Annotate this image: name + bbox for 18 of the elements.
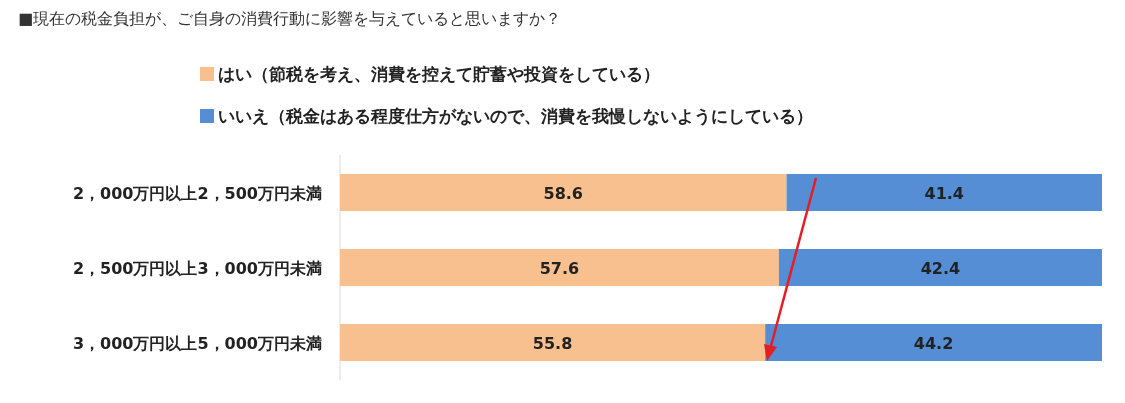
data-label: 58.6 <box>543 183 584 203</box>
data-label: 41.4 <box>924 183 965 203</box>
data-label: 57.6 <box>539 258 580 278</box>
bar <box>786 174 1102 211</box>
y-tick-label: 2，500万円以上3，000万円未満 <box>72 258 322 278</box>
legend-label: いいえ（税金はある程度仕方がないので、消費を我慢しないようにしている） <box>218 106 813 126</box>
bar <box>778 249 1102 286</box>
bar <box>340 249 779 286</box>
bar <box>340 324 766 361</box>
y-tick-label: 2，000万円以上2，500万円未満 <box>72 183 322 203</box>
bar <box>340 174 787 211</box>
chart-title: ■現在の税金負担が、ご自身の消費行動に影響を与えていると思いますか？ <box>18 9 562 28</box>
y-tick-label: 3，000万円以上5，000万円未満 <box>72 333 322 353</box>
bar <box>765 324 1102 361</box>
data-label: 42.4 <box>920 258 961 278</box>
data-label: 44.2 <box>913 333 954 353</box>
legend-label: はい（節税を考え、消費を控えて貯蓄や投資をしている） <box>218 64 660 84</box>
data-label: 55.8 <box>532 333 573 353</box>
